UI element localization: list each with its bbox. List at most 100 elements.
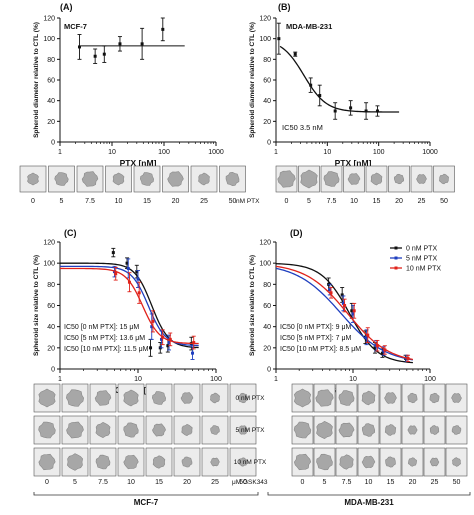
concentration-label: 7.5: [85, 198, 95, 205]
data-point: [126, 266, 130, 270]
spheroid-tile: [105, 165, 132, 193]
spheroid-image-c: [33, 415, 61, 445]
concentration-label: 50: [239, 479, 247, 486]
concentration-label: 0: [301, 479, 305, 486]
x-tick-label: 10: [349, 376, 357, 383]
spheroid-image-c: [89, 415, 117, 445]
data-point: [166, 344, 170, 348]
y-tick-label: 20: [263, 119, 271, 126]
spheroid-image-c: [145, 447, 173, 477]
concentration-unit-label: nM PTX: [236, 198, 260, 205]
ic50-annotation: IC50 [5 nM PTX]: 7 μM: [280, 335, 352, 342]
data-point: [364, 109, 368, 113]
data-point: [340, 293, 344, 297]
y-tick-label: 60: [263, 303, 271, 310]
spheroid: [123, 454, 139, 470]
data-point: [137, 291, 141, 295]
spheroid: [393, 173, 405, 185]
concentration-label: 15: [155, 479, 163, 486]
panel-label: (C): [64, 228, 77, 238]
data-point: [93, 54, 97, 58]
concentration-label: 5: [60, 198, 64, 205]
data-point: [151, 319, 155, 323]
ic50-annotation: IC50 [10 nM PTX]: 8.5 μM: [280, 346, 361, 353]
y-tick-label: 40: [263, 98, 271, 105]
data-point: [161, 335, 165, 339]
spheroid-image-c: [89, 383, 117, 413]
spheroid: [385, 456, 396, 468]
y-axis-label: Spheroid size relative to CTL (%): [249, 255, 256, 356]
spheroid-image-c: [145, 415, 173, 445]
spheroid: [151, 391, 167, 405]
x-tick-label: 1: [274, 149, 278, 156]
y-tick-label: 40: [263, 324, 271, 331]
x-tick-label: 1000: [422, 149, 438, 156]
spheroid-image-d: [291, 383, 314, 413]
spheroid-image-c: [229, 415, 257, 445]
row-label: 0 nM PTX: [236, 395, 266, 402]
concentration-label: 25: [431, 479, 439, 486]
y-tick-label: 120: [259, 240, 271, 247]
spheroid: [338, 422, 355, 438]
concentration-label: 0: [285, 198, 289, 205]
y-tick-label: 100: [259, 261, 271, 268]
data-point: [349, 106, 353, 110]
spheroid-image-b: [320, 165, 343, 193]
data-point: [318, 94, 322, 97]
data-point: [293, 52, 297, 56]
spheroid: [407, 392, 418, 404]
y-tick-label: 0: [267, 367, 271, 374]
spheroid: [167, 171, 184, 187]
spheroid: [198, 172, 210, 186]
spheroid: [384, 392, 397, 404]
x-tick-label: 10: [323, 149, 331, 156]
data-point: [341, 301, 345, 305]
spheroid: [38, 388, 56, 408]
row-label: 5 nM PTX: [236, 427, 266, 434]
x-axis-label: PTX [nM]: [335, 158, 372, 168]
spheroid-image-d: [291, 447, 314, 477]
y-tick-label: 40: [47, 98, 55, 105]
concentration-label: 0: [45, 479, 49, 486]
spheroid: [181, 456, 193, 468]
spheroid-image-c: [33, 447, 61, 477]
spheroid: [293, 421, 312, 439]
spheroid-image-a: [219, 165, 246, 193]
data-point: [135, 270, 139, 274]
concentration-label: 10: [365, 479, 373, 486]
spheroid: [384, 424, 397, 436]
data-point: [343, 304, 347, 307]
data-point: [352, 309, 356, 313]
data-point: [406, 356, 410, 360]
spheroid: [429, 425, 440, 435]
spheroid-image-c: [117, 415, 145, 445]
x-tick-label: 1: [274, 376, 278, 383]
spheroid-image-a: [105, 165, 132, 193]
data-point: [309, 83, 313, 87]
y-axis-label: Spheroid size relative to CTL (%): [33, 255, 40, 356]
spheroid: [338, 390, 355, 406]
spheroid: [451, 393, 462, 403]
spheroid: [370, 172, 383, 186]
group-bracket: [33, 492, 259, 496]
spheroid-image-a: [162, 165, 189, 193]
data-point: [366, 333, 370, 337]
y-tick-label: 0: [51, 367, 55, 374]
spheroid-tile: [133, 165, 161, 193]
spheroid-image-d: [313, 415, 336, 445]
concentration-label: 25: [418, 198, 426, 205]
spheroid: [293, 453, 312, 471]
data-point: [168, 337, 172, 341]
y-tick-label: 0: [267, 140, 271, 147]
data-point: [77, 45, 81, 49]
spheroid-image-c: [145, 383, 173, 413]
spheroid-image-d: [335, 447, 358, 477]
spheroid-image-d: [423, 415, 446, 445]
data-point: [375, 344, 379, 348]
concentration-label: 10: [350, 198, 358, 205]
spheroid-image-d: [335, 383, 358, 413]
spheroid-image-c: [201, 415, 229, 445]
